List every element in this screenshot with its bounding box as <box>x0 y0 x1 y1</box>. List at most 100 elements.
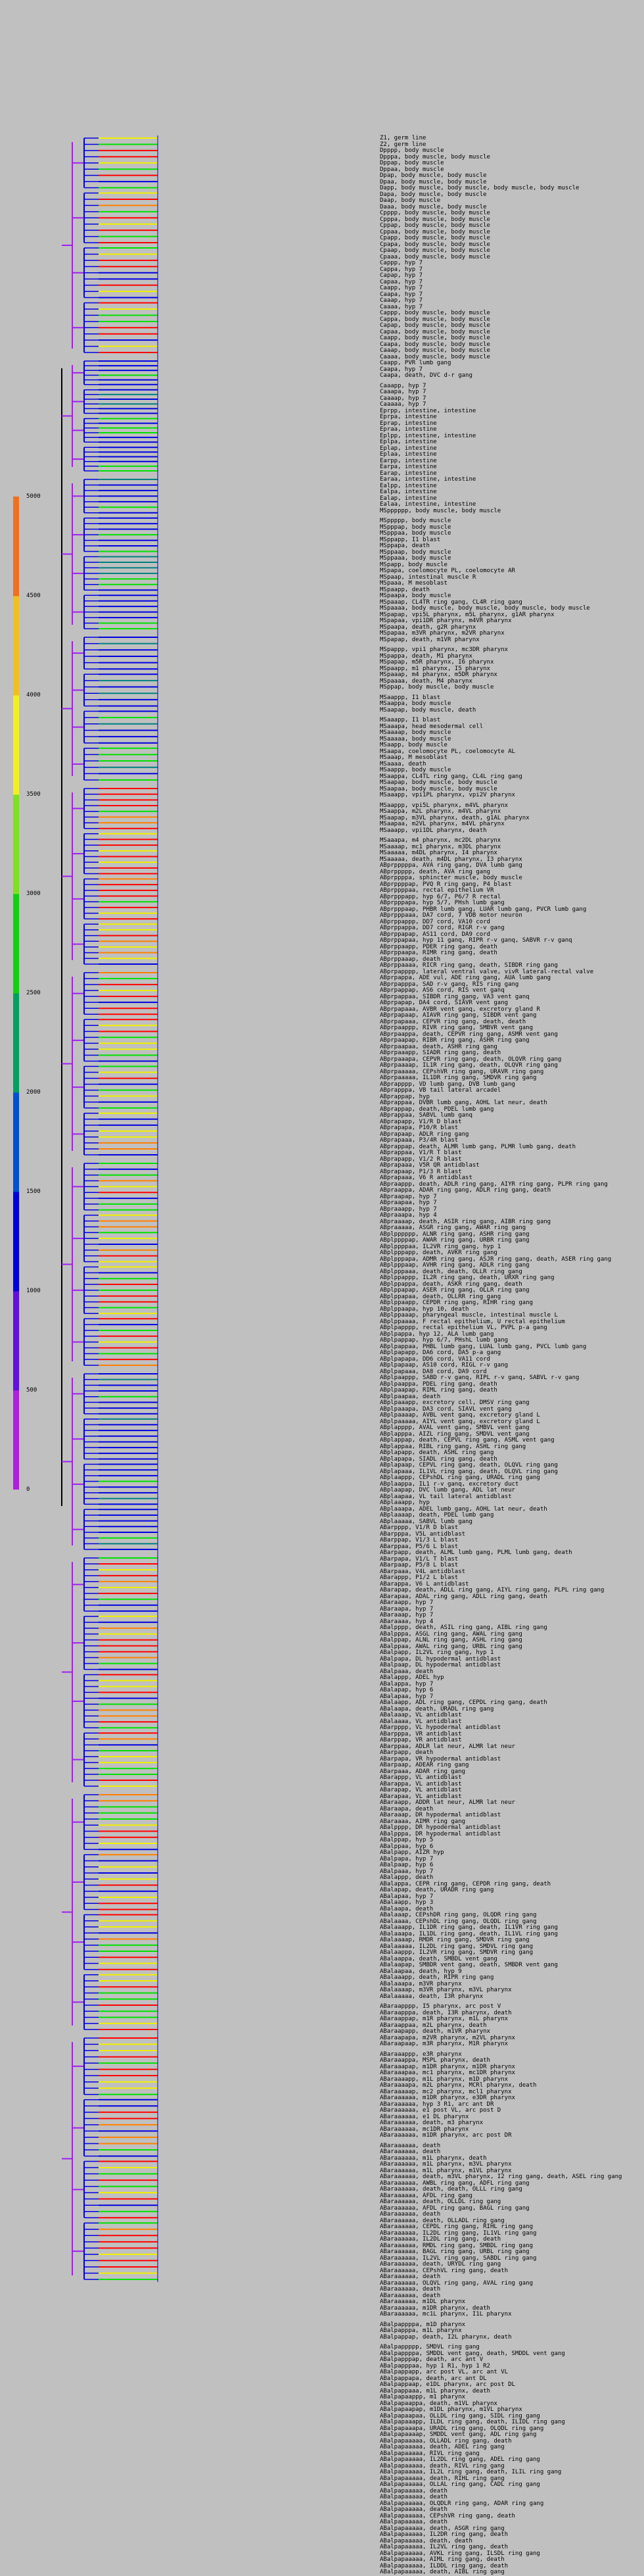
cell-label: ABplpappap, hyp 6/7, PHshL lumb gang <box>380 1337 509 1344</box>
cell-label: ABaraaaaaa, IL2DL ring gang, death <box>380 2236 501 2243</box>
cell-label: Earpa, intestine <box>380 464 437 470</box>
cell-label: ABalpapaapap, m1DL pharynx, m1VL pharynx <box>380 2406 522 2413</box>
cell-label: ABalpapaaaaa, death, AIBL ring gang <box>380 2569 505 2575</box>
cell-label: MSaapp, body muscle <box>380 742 448 748</box>
cell-label: MSaaapa, m4 pharynx, mc2DL pharynx <box>380 837 501 844</box>
cell-label: Cpapp, body muscle, body muscle <box>380 235 490 241</box>
cell-label: ABaraaaapp, m1L pharynx, m1D pharynx <box>380 2076 509 2083</box>
cell-label: ABplppaapp, CEPDR ring gang, RIHR ring g… <box>380 1300 533 1306</box>
cell-label: Cppaa, body muscle, body muscle <box>380 228 490 235</box>
cell-label: ABalpapaaaaa, IL2VL ring gang, death <box>380 2544 509 2550</box>
cell-label: ABprapppp, VD lumb gang, DVB lumb gang <box>380 1081 515 1088</box>
cell-label: ABalaapa, death <box>380 1905 434 1912</box>
cell-label: ABpraaapa, hyp 4 <box>380 1212 437 1219</box>
cell-label: ABaraaaaaa, death <box>380 2286 441 2293</box>
legend-color-band <box>13 497 19 596</box>
cell-label: MSaaaaa, body muscle <box>380 735 451 742</box>
cell-label: ABplpppppp, ALNR ring gang, ASHR ring ga… <box>380 1230 530 1238</box>
cell-label: ABalpapaaaaa, RIVL ring gang <box>380 2450 480 2457</box>
cell-label: ABarpaap, ADEAR ring gang <box>380 1762 469 1768</box>
cell-label: MSpapap, m5R pharynx, I6 pharynx <box>380 659 494 666</box>
legend-color-band <box>13 695 19 795</box>
cell-label: Caaaa, body muscle, body muscle <box>380 353 490 360</box>
cell-label: ABalpappppa, SMDDL vent gang, death, SMD… <box>380 2350 565 2357</box>
cell-label: ABalaaapp, death, RIPR ring gang <box>380 1974 494 1981</box>
cell-label: ABprppaapa, RIMR ring gang, death <box>380 950 497 956</box>
cell-label: ABplppappa, death, ASKR ring gang, death <box>380 1280 522 1288</box>
cell-label: ABprapapp, V1/2 R blast <box>380 1155 462 1163</box>
cell-label: ABalaappa, death, SMBDL vent gang <box>380 1955 497 1962</box>
cell-label: ABalpappapp, arc post VL, arc ant VL <box>380 2369 509 2375</box>
cell-label: Caaaaa, hyp 7 <box>380 401 426 408</box>
cell-label: Eplpa, intestine <box>380 439 437 445</box>
cell-label: ABprpappap, AS6 cord, RIS vent ganq <box>380 987 505 994</box>
cell-label: ABaraaaaaa, AFDL ring gang, BAGL ring ga… <box>380 2204 530 2212</box>
cell-label: Cppap, body muscle, body muscle <box>380 222 490 229</box>
cell-label: ABalppap, hyp 5 <box>380 1837 434 1843</box>
cell-label: ABalpapaaaaa, CEPshVR ring gang, death <box>380 2512 515 2519</box>
cell-label: Dpppp, body muscle <box>380 147 444 154</box>
cell-label: ABprpaapaa, death, ASHR ring gang <box>380 1043 497 1050</box>
cell-label: ABarapap, VL antidblast <box>380 1787 462 1793</box>
cell-label: ABprpapaaa, CEPVR ring gang, death, deat… <box>380 1018 526 1025</box>
cell-label: ABalpapaaapp, ILDL ring gang, death, ILI… <box>380 2419 565 2425</box>
cell-label: Caaaap, hyp 7 <box>380 395 426 402</box>
cell-label: ABprpaaaaa, CEPshVR ring gang, URAVR rin… <box>380 1068 544 1075</box>
cell-label: ABaraapp, ADDR lat neur, ALMR lat neur <box>380 1799 515 1806</box>
cell-label: ABalpppa, DR hypodermal antidblast <box>380 1830 501 1837</box>
cell-label: ABalaapp, ADL ring gang, CEPDL ring gang… <box>380 1699 547 1706</box>
cell-label: ABalpppa, ASGL ring gang, AWAL ring gang <box>380 1630 522 1638</box>
cell-label: ABalaaaaa, IL2DL ring gang, SMDVL ring g… <box>380 1943 533 1950</box>
cell-label: Capap, hyp 7 <box>380 272 423 279</box>
cell-label: Cpaap, body muscle, body muscle <box>380 247 490 254</box>
cell-label: ABplaapap, DVC lumb gang, ADL lat neur <box>380 1487 515 1494</box>
cell-label: MSaaaap, body muscle <box>380 729 451 736</box>
cell-label: MSpapa, coelomocyte PL, coelomocyte AR <box>380 568 515 574</box>
cell-label: ABalpapaaaaa, AVKL ring gang, ILSDL ring… <box>380 2550 540 2557</box>
cell-label: ABalpappap, death, I2L pharynx, death <box>380 2333 512 2341</box>
cell-label: MSpaapa, body muscle <box>380 593 451 599</box>
cell-label: ABplappap, death, CEPVL ring gang, ASML … <box>380 1437 555 1444</box>
cell-label: Caaap, body muscle, body muscle <box>380 347 490 354</box>
cell-label: ABplapppa, AIZL ring gang, SMDVL vent ga… <box>380 1430 530 1438</box>
cell-label: MSaaaa, death <box>380 760 426 767</box>
cell-label: MSpaaap, CL4TR ring gang, CL4R ring gang <box>380 598 522 606</box>
legend-tick-label: 500 <box>26 1387 37 1394</box>
cell-label: ABarappp, VL antidblast <box>380 1774 462 1781</box>
cell-label: ABprpppapa, hyp 5/7, PHsh lumb gang <box>380 900 505 906</box>
cell-label: ABalaapa, death, URADL ring gang <box>380 1705 494 1713</box>
cell-label: ABaraapppp, I5 pharynx, arc post V <box>380 2003 501 2010</box>
cell-label: MSpaaaa, death, M4 pharynx <box>380 677 472 685</box>
cell-label: Eprpp, intestine, intestine <box>380 407 476 414</box>
cell-label: ABaraaaa, AIMR ring gang <box>380 1818 466 1825</box>
cell-label: Dpppa, body muscle, body muscle <box>380 153 490 160</box>
cell-label: ABprppppap, PVQ R ring gang, P4 blast <box>380 881 512 888</box>
cell-label: ABalpapaaapa, URADL ring gang, OLQDL rin… <box>380 2425 544 2432</box>
cell-label: ABprpapaaa, AVBR vent ganq, excretory gl… <box>380 1006 540 1013</box>
cell-label: Cpapa, body muscle, body muscle <box>380 241 490 248</box>
cell-label: Eprap, intestine <box>380 420 437 427</box>
cell-label: ABalaaapa, m3VR pharynx <box>380 1980 462 1987</box>
cell-label: ABplppppaa, IL2VR ring gang, hyp 1 <box>380 1243 501 1250</box>
cell-label: ABalaapp, hyp 3 <box>380 1899 434 1906</box>
cell-label: ABaraaaaaa, death <box>380 2273 441 2280</box>
cell-label: ABplppapap, ASER ring gang, OLLR ring ga… <box>380 1287 530 1294</box>
cell-label: ABplapapp, death, ASHL ring gang <box>380 1449 494 1456</box>
cell-label: ABalapap, death, URADR ring gang <box>380 1887 494 1893</box>
lineage-tree <box>61 135 158 2282</box>
cell-label: Ealpp, intestine <box>380 482 437 489</box>
cell-label: ABplppaaaa, F rectal epithelium, U recta… <box>380 1318 565 1325</box>
cell-label: Caapp, PVR lumb gang <box>380 360 451 366</box>
cell-label: ABaraaaaaa, m1DL pharynx <box>380 2298 466 2305</box>
cell-label: ABalpapaaaaa, OLQDLR ring gang, ADAR rin… <box>380 2500 544 2507</box>
cell-label: Cpppp, body muscle, body muscle <box>380 210 490 216</box>
cell-label: ABpraaaap, death, ASIR ring gang, AIBR r… <box>380 1218 551 1225</box>
cell-label: ABplaaapp, hyp <box>380 1499 430 1506</box>
legend-tick-label: 5000 <box>26 493 41 500</box>
cell-label: ABplaaapa, ADEL lumb gang, AOHL lat neur… <box>380 1505 547 1513</box>
legend-tick-label: 3000 <box>26 890 41 897</box>
cell-label: ABplaapaa, VL tail lateral antidblast <box>380 1493 512 1500</box>
cell-label: ABprppppaa, rectal epithelium VR <box>380 887 494 894</box>
cell-label: MSaappp, body muscle <box>380 767 451 773</box>
cell-label: ABprppaapp, PDER ring gang, death <box>380 943 497 950</box>
